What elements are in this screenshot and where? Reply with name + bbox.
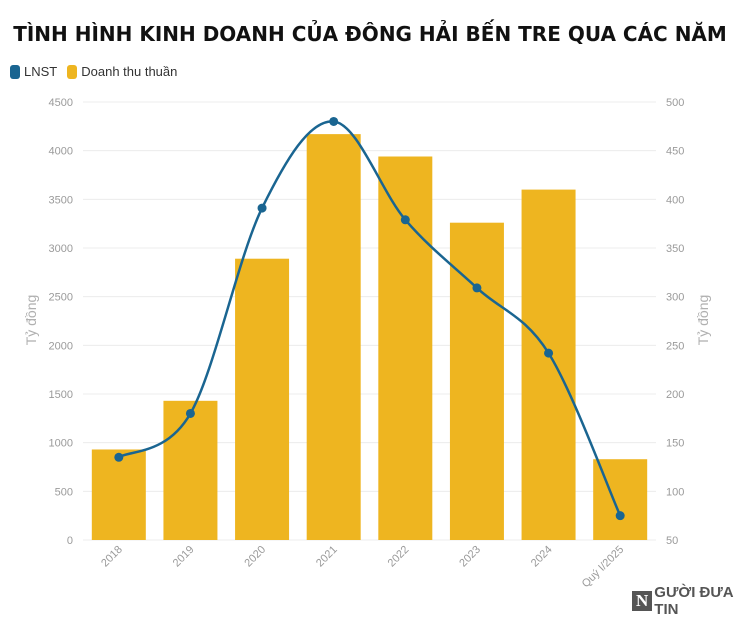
x-tick-label: 2019 bbox=[171, 544, 197, 570]
watermark-text: GƯỜI ĐƯA TIN bbox=[654, 584, 734, 618]
y-left-tick-label: 500 bbox=[55, 486, 73, 498]
watermark-logo: N GƯỜI ĐƯA TIN bbox=[632, 584, 740, 618]
line-point bbox=[400, 215, 410, 225]
x-tick-label: 2021 bbox=[314, 544, 340, 570]
left-axis-ticks: 0 500 1000 1500 2000 2500 3000 3500 4000 4500 bbox=[49, 97, 73, 547]
y-right-tick-label: 450 bbox=[666, 146, 684, 158]
watermark-mark: N bbox=[632, 591, 653, 611]
y-left-tick-label: 1500 bbox=[49, 389, 73, 401]
y-left-tick-label: 4000 bbox=[49, 146, 73, 158]
bar bbox=[378, 156, 433, 541]
y-right-tick-label: 350 bbox=[666, 243, 684, 255]
legend-swatch-lnst bbox=[10, 64, 20, 79]
bar-series bbox=[91, 134, 648, 541]
legend-item-lnst[interactable]: LNST bbox=[10, 64, 57, 79]
line-point bbox=[472, 283, 482, 293]
line-point bbox=[544, 348, 554, 358]
legend-label-revenue: Doanh thu thuần bbox=[81, 64, 178, 79]
legend-label-lnst: LNST bbox=[24, 64, 58, 79]
bar bbox=[521, 189, 576, 540]
y-right-tick-label: 500 bbox=[666, 97, 684, 109]
chart-title: TÌNH HÌNH KINH DOANH CỦA ĐÔNG HẢI BẾN TR… bbox=[13, 22, 727, 46]
y-axis-left-title: Tỷ đồng bbox=[23, 295, 39, 346]
x-tick-label: 2022 bbox=[386, 544, 412, 570]
x-tick-label: 2020 bbox=[242, 544, 268, 570]
line-point bbox=[615, 511, 625, 521]
line-point bbox=[329, 116, 339, 126]
bar bbox=[91, 449, 146, 540]
legend-swatch-revenue bbox=[67, 64, 78, 79]
bar bbox=[235, 258, 290, 540]
y-right-tick-label: 250 bbox=[666, 340, 684, 352]
y-left-tick-label: 3000 bbox=[49, 243, 73, 255]
x-tick-label: 2024 bbox=[529, 544, 555, 570]
bar bbox=[306, 134, 361, 540]
right-axis-ticks: 50 100 150 200 250 300 350 400 450 500 bbox=[666, 97, 684, 547]
y-left-tick-label: 2000 bbox=[49, 340, 73, 352]
x-tick-label: 2023 bbox=[457, 544, 483, 570]
legend-item-revenue[interactable]: Doanh thu thuần bbox=[67, 64, 177, 79]
line-point bbox=[257, 203, 267, 213]
y-right-tick-label: 100 bbox=[666, 486, 684, 498]
y-right-tick-label: 300 bbox=[666, 292, 684, 304]
y-right-tick-label: 150 bbox=[666, 438, 684, 450]
y-right-tick-label: 200 bbox=[666, 389, 684, 401]
legend: LNST Doanh thu thuần bbox=[10, 64, 187, 79]
x-tick-label: Quý I/2025 bbox=[580, 544, 627, 591]
bar bbox=[163, 400, 218, 540]
y-right-tick-label: 50 bbox=[666, 535, 678, 547]
x-axis-ticks: 2018 2019 2020 2021 2022 2023 2024 Quý I/2025 bbox=[99, 544, 626, 591]
y-left-tick-label: 4500 bbox=[49, 97, 73, 109]
y-axis-right-title: Tỷ đồng bbox=[695, 295, 711, 346]
line-point bbox=[114, 452, 124, 462]
y-left-tick-label: 2500 bbox=[49, 292, 73, 304]
y-right-tick-label: 400 bbox=[666, 194, 684, 206]
x-tick-label: 2018 bbox=[99, 544, 125, 570]
line-series bbox=[114, 116, 625, 521]
y-left-tick-label: 1000 bbox=[49, 438, 73, 450]
line-point bbox=[185, 408, 195, 418]
y-left-tick-label: 0 bbox=[67, 535, 73, 547]
bar bbox=[449, 222, 504, 540]
y-left-tick-label: 3500 bbox=[49, 194, 73, 206]
